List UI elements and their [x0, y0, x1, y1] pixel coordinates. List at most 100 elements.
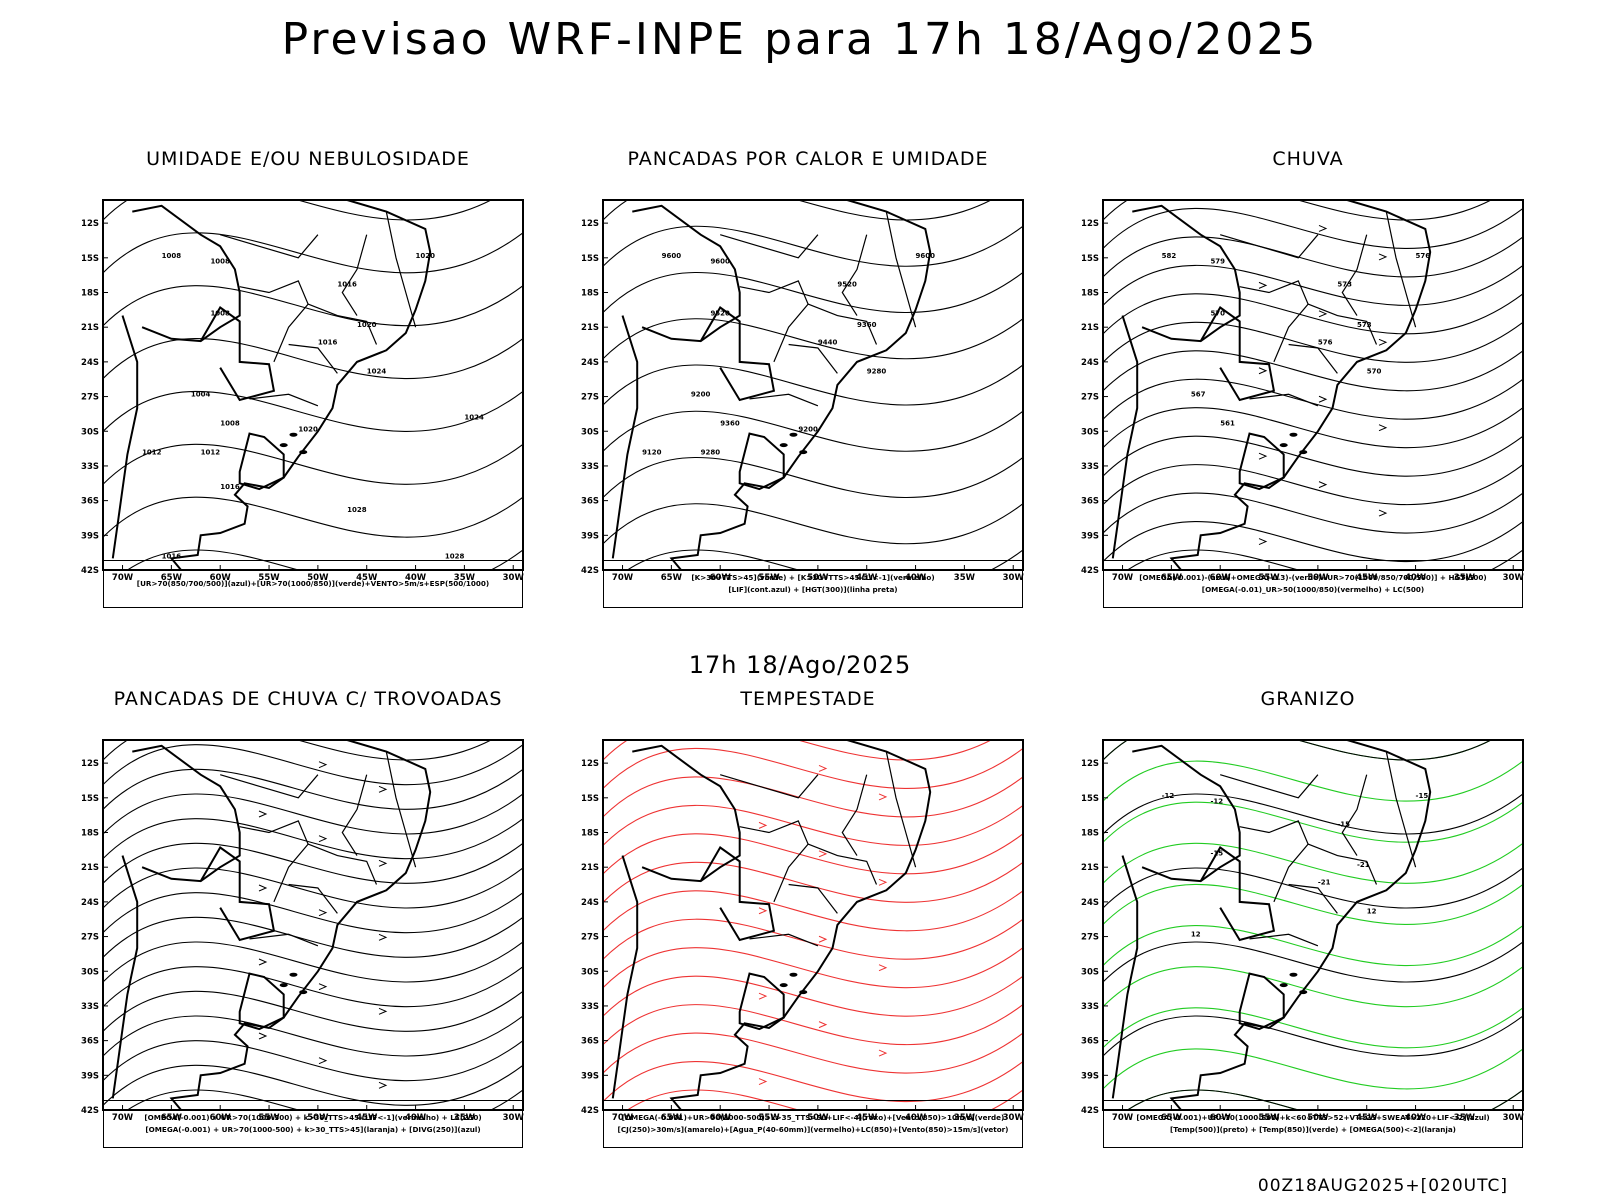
contour-label: 579 [1210, 258, 1225, 266]
lat-tick-label: 42S [1081, 1106, 1099, 1116]
stream-arrow [1258, 281, 1268, 289]
lon-tick-label: 45W [356, 573, 378, 580]
state-border [841, 234, 868, 316]
lat-tick-label: 39S [581, 531, 599, 541]
state-border [220, 234, 319, 259]
lat-tick-label: 30S [581, 427, 599, 437]
state-border [249, 933, 319, 947]
streamline [603, 364, 1023, 406]
streamline [1103, 941, 1523, 983]
streamline [103, 338, 523, 380]
lon-tick-label: 55W [758, 573, 780, 580]
legend-text: [UR>70(850/700/500)](azul)+[UR>70(1000/8… [136, 579, 490, 588]
map-frame [602, 739, 1024, 1111]
state-border [1288, 883, 1338, 914]
streamline [103, 1064, 523, 1106]
lake-mark [1289, 432, 1298, 437]
lat-tick-label: 33S [81, 462, 99, 472]
panel-pancadas-calor: PANCADAS POR CALOR E UMIDADE 9600 9600 9600… [573, 148, 1043, 638]
lat-tick-label: 18S [81, 289, 99, 299]
streamline [603, 1061, 1023, 1103]
lat-tick-label: 12S [81, 759, 99, 769]
streamline [1103, 740, 1492, 761]
legend-text: [OMEGA(-0.001) + UR>70(1000-500) + k>30_… [144, 1113, 482, 1122]
lon-tick-label: 60W [1210, 1113, 1232, 1120]
streamline [103, 818, 523, 860]
contour-label: 9280 [867, 367, 887, 375]
state-border [885, 211, 917, 328]
streamline [103, 793, 523, 835]
legend-text: [OMEGA(-0.001) + UR>70(1000-500) + k>30_… [145, 1125, 481, 1134]
streamline [1103, 883, 1523, 925]
coastline [669, 740, 932, 1110]
stream-arrow [818, 935, 828, 943]
lon-tick-label: 65W [161, 1113, 183, 1120]
lake-mark [1279, 443, 1288, 448]
weather-map: 1008 1008 1020 1016 1008 1016 1020 1024 1004 1008… [81, 199, 524, 580]
contour-label: 1020 [416, 252, 436, 260]
streamline [1103, 378, 1523, 420]
lon-tick-label: 45W [356, 1113, 378, 1120]
lat-tick-label: 42S [1081, 566, 1099, 576]
lat-tick-label: 18S [581, 829, 599, 839]
contour-label: 573 [1337, 281, 1352, 289]
lat-tick-label: 12S [581, 219, 599, 229]
lat-tick-label: 18S [581, 289, 599, 299]
contour-label: -21 [1357, 861, 1370, 869]
lat-tick-label: 15S [81, 794, 99, 804]
lon-tick-label: 50W [807, 1113, 829, 1120]
panel-title: PANCADAS POR CALOR E UMIDADE [627, 148, 989, 170]
streamline [603, 225, 1023, 267]
state-border [1341, 774, 1368, 856]
border-uruguay [238, 432, 285, 491]
border-bolivia [632, 744, 741, 883]
state-border [841, 774, 868, 856]
contour-label: 9280 [701, 448, 721, 456]
streamline [103, 496, 523, 538]
basemap [611, 200, 932, 570]
lon-tick-label: 70W [112, 1113, 134, 1120]
state-border [1341, 234, 1368, 316]
stream-arrow [1258, 367, 1268, 375]
streamline [103, 740, 492, 761]
panel-chuva: CHUVA 582 579 576 573 570 576 573 570 567 561 12S 15… [1073, 148, 1543, 638]
lat-tick-label: 15S [81, 254, 99, 264]
legend-box: [OMEGA(-0.001) + UR>70(1000-500) + k>30_… [103, 1100, 523, 1148]
lon-tick-label: 45W [856, 573, 878, 580]
stream-arrow [1378, 424, 1388, 432]
streamline [1126, 549, 1523, 570]
streamline [103, 768, 523, 810]
border-paraguay [699, 306, 776, 402]
lat-tick-label: 12S [1081, 219, 1099, 229]
streamline [126, 549, 523, 570]
lat-tick-label: 36S [1081, 1037, 1099, 1047]
streamline [103, 916, 523, 958]
streamline [1103, 207, 1523, 249]
lon-tick-label: 60W [210, 573, 232, 580]
state-border [288, 343, 338, 374]
stream-arrow [378, 859, 388, 867]
state-border [885, 751, 917, 868]
border-andes [611, 315, 639, 559]
lon-tick-label: 55W [1258, 1113, 1280, 1120]
stream-arrow [318, 983, 328, 991]
lon-tick-label: 70W [612, 573, 634, 580]
contour-label: 9360 [720, 419, 740, 427]
stream-arrow [758, 992, 768, 1000]
streamline [103, 966, 523, 1008]
border-paraguay [1199, 306, 1276, 402]
lat-tick-label: 21S [81, 323, 99, 333]
streamline [103, 1015, 523, 1057]
lake-mark [279, 983, 288, 988]
border-andes [111, 855, 139, 1099]
streamline [603, 200, 992, 221]
lon-tick-label: 35W [1454, 573, 1476, 580]
streamline [1103, 521, 1523, 563]
contour-label: 9520 [710, 310, 730, 318]
state-border [807, 303, 878, 345]
lat-tick-label: 27S [1081, 393, 1099, 403]
state-border [239, 820, 309, 903]
lat-tick-label: 36S [581, 497, 599, 507]
streamline [603, 747, 1023, 789]
lon-tick-label: 30W [1503, 573, 1525, 580]
